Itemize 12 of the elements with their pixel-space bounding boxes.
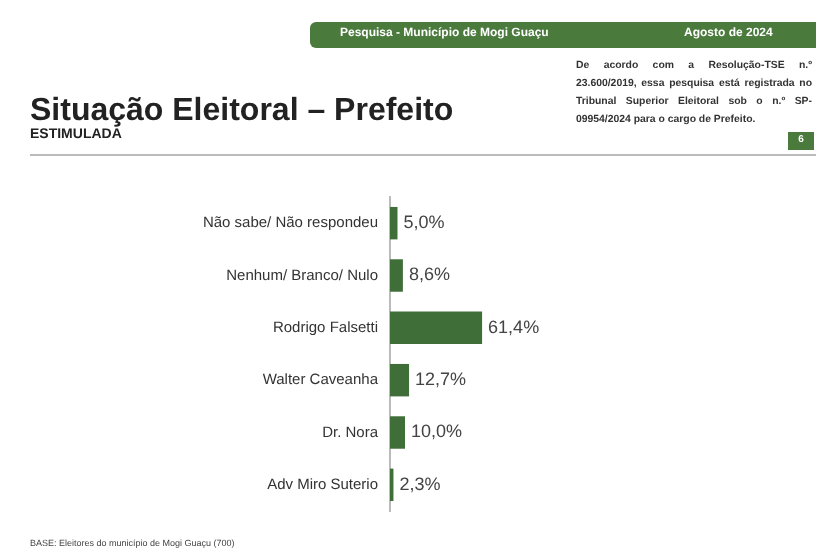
data-label: 61,4% [488, 316, 540, 337]
bar [390, 363, 410, 397]
bar [390, 416, 405, 449]
chart-title: Situação Eleitoral – Prefeito [30, 94, 454, 128]
data-label: 5,0% [403, 212, 445, 233]
bar [390, 311, 483, 345]
data-label: 12,7% [415, 369, 467, 390]
data-label: 10,0% [411, 421, 463, 442]
bar [390, 259, 403, 292]
data-label: 8,6% [408, 264, 450, 285]
bar [390, 206, 398, 240]
data-label: 2,3% [399, 473, 441, 494]
